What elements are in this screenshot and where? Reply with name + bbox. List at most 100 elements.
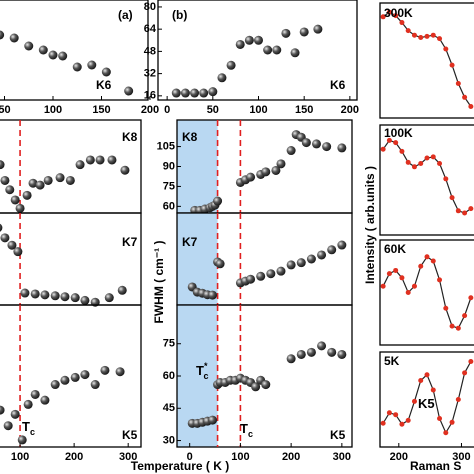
data-point bbox=[10, 195, 20, 205]
y-tick-label: 60 bbox=[163, 370, 175, 382]
annotation-part: c bbox=[30, 427, 35, 437]
y-tick-label: 75 bbox=[163, 338, 175, 350]
panel-frame bbox=[379, 351, 474, 448]
spectrum-line bbox=[382, 139, 472, 214]
panel-title: K7 bbox=[182, 235, 198, 249]
y-tick-label: 64 bbox=[144, 23, 157, 35]
x-tick-label: 100 bbox=[231, 451, 249, 463]
data-point bbox=[286, 354, 296, 364]
data-point bbox=[208, 415, 218, 425]
panels: 50 100 150 200 K6 (a) 0 50 100 150 200 16 32 48 64 80 K6… bbox=[0, 0, 474, 463]
data-point bbox=[50, 291, 60, 301]
data-point bbox=[393, 267, 399, 273]
data-point bbox=[327, 245, 337, 255]
data-point bbox=[313, 24, 323, 34]
data-point bbox=[101, 67, 111, 77]
data-point bbox=[455, 397, 461, 402]
data-point bbox=[276, 266, 286, 276]
panel-title: K7 bbox=[122, 235, 138, 249]
data-point bbox=[430, 32, 436, 38]
data-point bbox=[449, 195, 455, 201]
data-point bbox=[276, 159, 286, 169]
data-point bbox=[290, 48, 300, 58]
x-tick-label: 300 bbox=[119, 451, 137, 463]
data-point bbox=[266, 269, 276, 279]
data-point bbox=[30, 289, 40, 299]
data-point bbox=[393, 412, 399, 418]
panel-frame bbox=[379, 124, 474, 236]
x-tick-label: 50 bbox=[207, 104, 219, 116]
y-tick-label: 90 bbox=[163, 160, 175, 172]
data-point bbox=[399, 148, 405, 154]
x-tick-label: 200 bbox=[282, 451, 300, 463]
data-point bbox=[337, 143, 347, 153]
data-point bbox=[28, 178, 38, 188]
data-point bbox=[405, 159, 411, 165]
x-tick-label: 200 bbox=[141, 104, 159, 116]
panel: 100K bbox=[379, 124, 474, 236]
data-point bbox=[48, 50, 58, 60]
data-point bbox=[380, 420, 386, 426]
data-point bbox=[124, 86, 134, 96]
data-point bbox=[17, 435, 27, 445]
panel-title: 100K bbox=[384, 126, 413, 140]
data-point bbox=[430, 387, 436, 393]
y-tick-label: 16 bbox=[144, 90, 156, 102]
data-point bbox=[90, 380, 100, 390]
data-point bbox=[462, 370, 468, 376]
data-point bbox=[7, 240, 17, 250]
data-point bbox=[75, 160, 85, 170]
data-point bbox=[208, 87, 218, 97]
panel-frame bbox=[0, 0, 149, 101]
y-tick-label: 32 bbox=[144, 68, 156, 80]
data-point bbox=[60, 292, 70, 302]
data-point bbox=[72, 62, 82, 72]
data-point bbox=[208, 290, 218, 300]
data-point bbox=[386, 271, 392, 277]
annotation-part: K5 bbox=[418, 396, 435, 411]
data-point bbox=[0, 223, 3, 232]
data-point bbox=[0, 175, 10, 185]
data-point bbox=[0, 405, 5, 415]
data-point bbox=[80, 370, 90, 380]
y-tick-label: 60 bbox=[163, 200, 175, 212]
data-point bbox=[5, 185, 15, 195]
y-tick-label: 30 bbox=[163, 434, 175, 446]
data-point bbox=[418, 161, 424, 166]
data-point bbox=[393, 140, 399, 146]
x-tick-label: 100 bbox=[249, 104, 267, 116]
x-tick-label: 300 bbox=[333, 451, 351, 463]
y-axis-title: Intensity ( arb.units ) bbox=[363, 166, 377, 284]
data-point bbox=[244, 35, 254, 45]
x-tick-label: 150 bbox=[92, 104, 110, 116]
data-point bbox=[430, 154, 436, 160]
x-tick-label: 200 bbox=[341, 104, 359, 116]
data-point bbox=[468, 104, 474, 109]
panel: 300K bbox=[379, 2, 474, 119]
data-point bbox=[380, 14, 386, 20]
panel: K7 bbox=[176, 212, 353, 306]
panel-label: (a) bbox=[118, 8, 133, 22]
shaded-region bbox=[177, 120, 218, 213]
panel: 200 300 5K K5 bbox=[379, 351, 474, 463]
data-point bbox=[393, 13, 399, 19]
data-point bbox=[246, 172, 256, 182]
data-point bbox=[286, 260, 296, 270]
data-point bbox=[43, 175, 53, 185]
annotation-part: T bbox=[22, 419, 30, 434]
data-point bbox=[317, 341, 327, 351]
data-point bbox=[100, 365, 110, 375]
x-tick-label: 150 bbox=[295, 104, 313, 116]
data-point bbox=[443, 46, 449, 52]
data-point bbox=[306, 347, 316, 357]
panel-frame bbox=[157, 0, 358, 101]
data-point bbox=[38, 45, 48, 55]
data-point bbox=[272, 45, 282, 55]
data-point bbox=[455, 325, 461, 331]
annotation: K5 bbox=[418, 396, 435, 411]
panel-title: K5 bbox=[122, 428, 138, 442]
panel: K7 bbox=[0, 212, 142, 307]
panel: 60 75 90 105 K8 bbox=[157, 119, 353, 215]
data-point bbox=[418, 263, 424, 269]
